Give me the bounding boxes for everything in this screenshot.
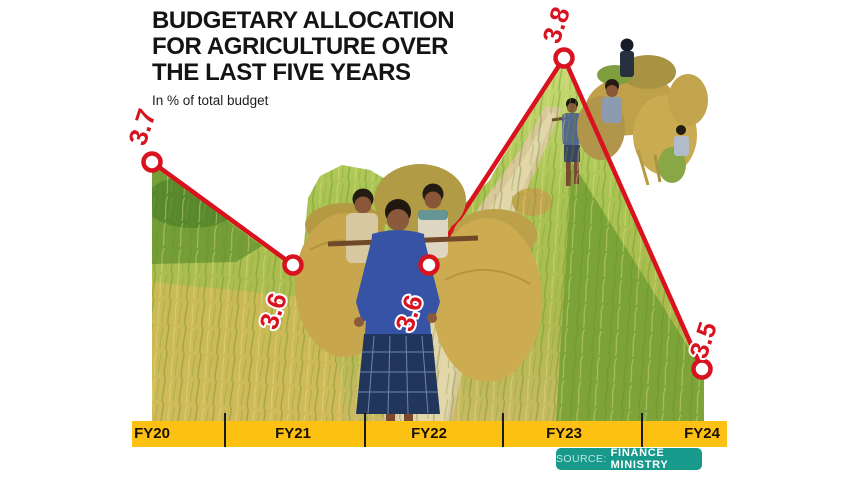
value-label-fy23: 3.8 <box>536 3 576 47</box>
axis-label-fy20: FY20 <box>134 425 170 442</box>
data-points <box>141 47 713 380</box>
value-label-fy24: 3.5 <box>683 318 723 362</box>
source-badge: SOURCE: FINANCE MINISTRY <box>556 447 702 471</box>
data-point-fy21 <box>282 254 304 276</box>
x-axis-band: FY20 FY21 FY22 FY23 FY24 <box>132 421 727 447</box>
axis-tick <box>364 413 366 447</box>
axis-label-fy22: FY22 <box>411 425 447 442</box>
source-prefix: SOURCE: <box>556 453 607 465</box>
page-title-line-1: BUDGETARY ALLOCATION <box>152 7 455 34</box>
data-point-fy20 <box>141 151 163 173</box>
data-point-fy24 <box>691 358 713 380</box>
axis-label-fy23: FY23 <box>546 425 582 442</box>
paddy-carriers-cluster <box>577 38 708 186</box>
page-title-line-2: FOR AGRICULTURE OVER <box>152 33 448 60</box>
header: BUDGETARY ALLOCATION FOR AGRICULTURE OVE… <box>152 7 455 109</box>
axis-tick <box>641 413 643 447</box>
value-label-fy20: 3.7 <box>122 105 162 149</box>
axis-label-fy21: FY21 <box>275 425 311 442</box>
data-point-fy22 <box>418 254 440 276</box>
chart-subtitle: In % of total budget <box>152 93 269 108</box>
axis-tick <box>502 413 504 447</box>
page-title-line-3: THE LAST FIVE YEARS <box>152 59 411 86</box>
axis-tick <box>224 413 226 447</box>
axis-label-fy24: FY24 <box>684 425 720 442</box>
source-name: FINANCE MINISTRY <box>610 447 669 471</box>
data-point-fy23 <box>553 47 575 69</box>
